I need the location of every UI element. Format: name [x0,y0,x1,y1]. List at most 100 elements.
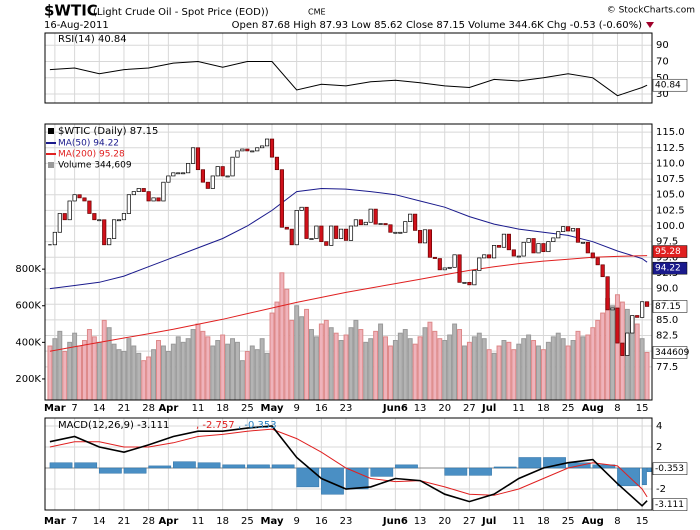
x-tick-label: 9 [293,403,299,414]
candle [358,219,363,226]
x-tick-label: Apr [158,516,178,527]
volume-bar [605,297,611,401]
down-arrow [646,22,654,28]
candle [516,255,521,258]
x-tick-label: 11 [512,403,525,414]
candle [107,238,112,246]
candle [531,238,536,254]
volume-bar [378,323,384,401]
x-tick-label: 21 [118,403,131,414]
volume-bar [62,350,68,401]
volume-bar [540,349,546,401]
histogram-bar [518,457,542,469]
x-tick-label: 25 [241,403,254,414]
volume-tick-label: 400K [15,337,41,348]
candle [526,238,531,243]
candle [116,219,122,222]
volume-bar [333,332,339,401]
volume-bar [190,329,196,401]
volume-bar [452,323,458,401]
volume-bar [304,308,310,401]
value-tag-label: 40.84 [655,81,681,91]
x-tick-label: 15 [636,516,649,527]
x-tick-label: 25 [241,516,254,527]
candle [383,223,388,226]
x-tick-label: Apr [158,403,178,414]
volume-bar [397,332,403,401]
candle [630,315,635,334]
legend-swatch [48,162,54,168]
candle [205,181,210,189]
candle [339,228,344,239]
candle [398,231,403,234]
volume-bar [442,340,448,401]
candle [260,145,265,149]
candle [447,266,452,269]
volume-bar [67,341,73,401]
volume-bar [86,329,92,401]
candle [462,281,467,284]
x-tick-label: 15 [636,403,649,414]
histogram-bar [493,466,517,469]
volume-bar [432,330,438,401]
candle [294,210,299,246]
candle [225,175,230,178]
x-tick-label: 11 [192,516,205,527]
x-tick-label: 11 [192,403,205,414]
volume-bar [96,341,102,401]
candle [368,208,373,223]
volume-bar [545,341,551,401]
price-y-tick-label: 110.0 [656,158,685,169]
price-y-tick-label: 100.0 [656,221,685,232]
candle [432,256,437,259]
volume-bar [146,356,152,401]
candle [561,226,566,232]
candle [289,228,294,246]
volume-bar [318,323,324,401]
price-legend: $WTIC (Daily) 87.15 [58,126,158,137]
candle [141,188,146,192]
volume-bar [200,330,206,401]
x-tick-label: 27 [463,403,476,414]
macd-y-tick-label: 2 [656,442,662,453]
legend-entry: MA(50) 94.22 [58,139,119,149]
histogram-bar [74,462,98,469]
x-tick-label: 14 [93,516,106,527]
price-y-tick-label: 97.5 [656,237,678,248]
candle [190,147,196,164]
price-y-tick-label: 112.5 [656,143,685,154]
histogram-bar [469,467,492,476]
candle [393,231,398,234]
volume-bar [313,336,319,401]
volume-bar [427,321,433,401]
volume-bar [392,340,398,401]
candle [166,175,171,183]
x-tick-label: 20 [438,403,451,414]
volume-bar [383,336,388,401]
x-tick-label: Aug [582,403,604,414]
candle [82,197,87,202]
histogram-bar [646,467,652,472]
candle [131,191,136,196]
x-tick-label: 27 [463,516,476,527]
volume-bar [111,343,117,401]
candle [77,194,82,199]
candle [304,206,309,239]
volume-bar [170,343,176,401]
x-tick-label: Mar [44,516,66,527]
volume-bar [91,336,97,401]
volume-bar [466,341,472,401]
volume-bar [402,329,408,401]
x-tick-label: 18 [537,403,550,414]
histogram-legend: , -0.353 [238,420,277,431]
x-tick-label: 25 [562,516,575,527]
rsi-y-tick-label: 50 [656,73,669,84]
volume-bar [565,345,571,401]
value-tag [652,245,688,258]
price-y-tick-label: 77.5 [656,362,678,373]
volume-bar [269,312,275,401]
exchange: CME [308,8,326,17]
volume-bar [77,345,83,401]
volume-bar [205,336,211,401]
